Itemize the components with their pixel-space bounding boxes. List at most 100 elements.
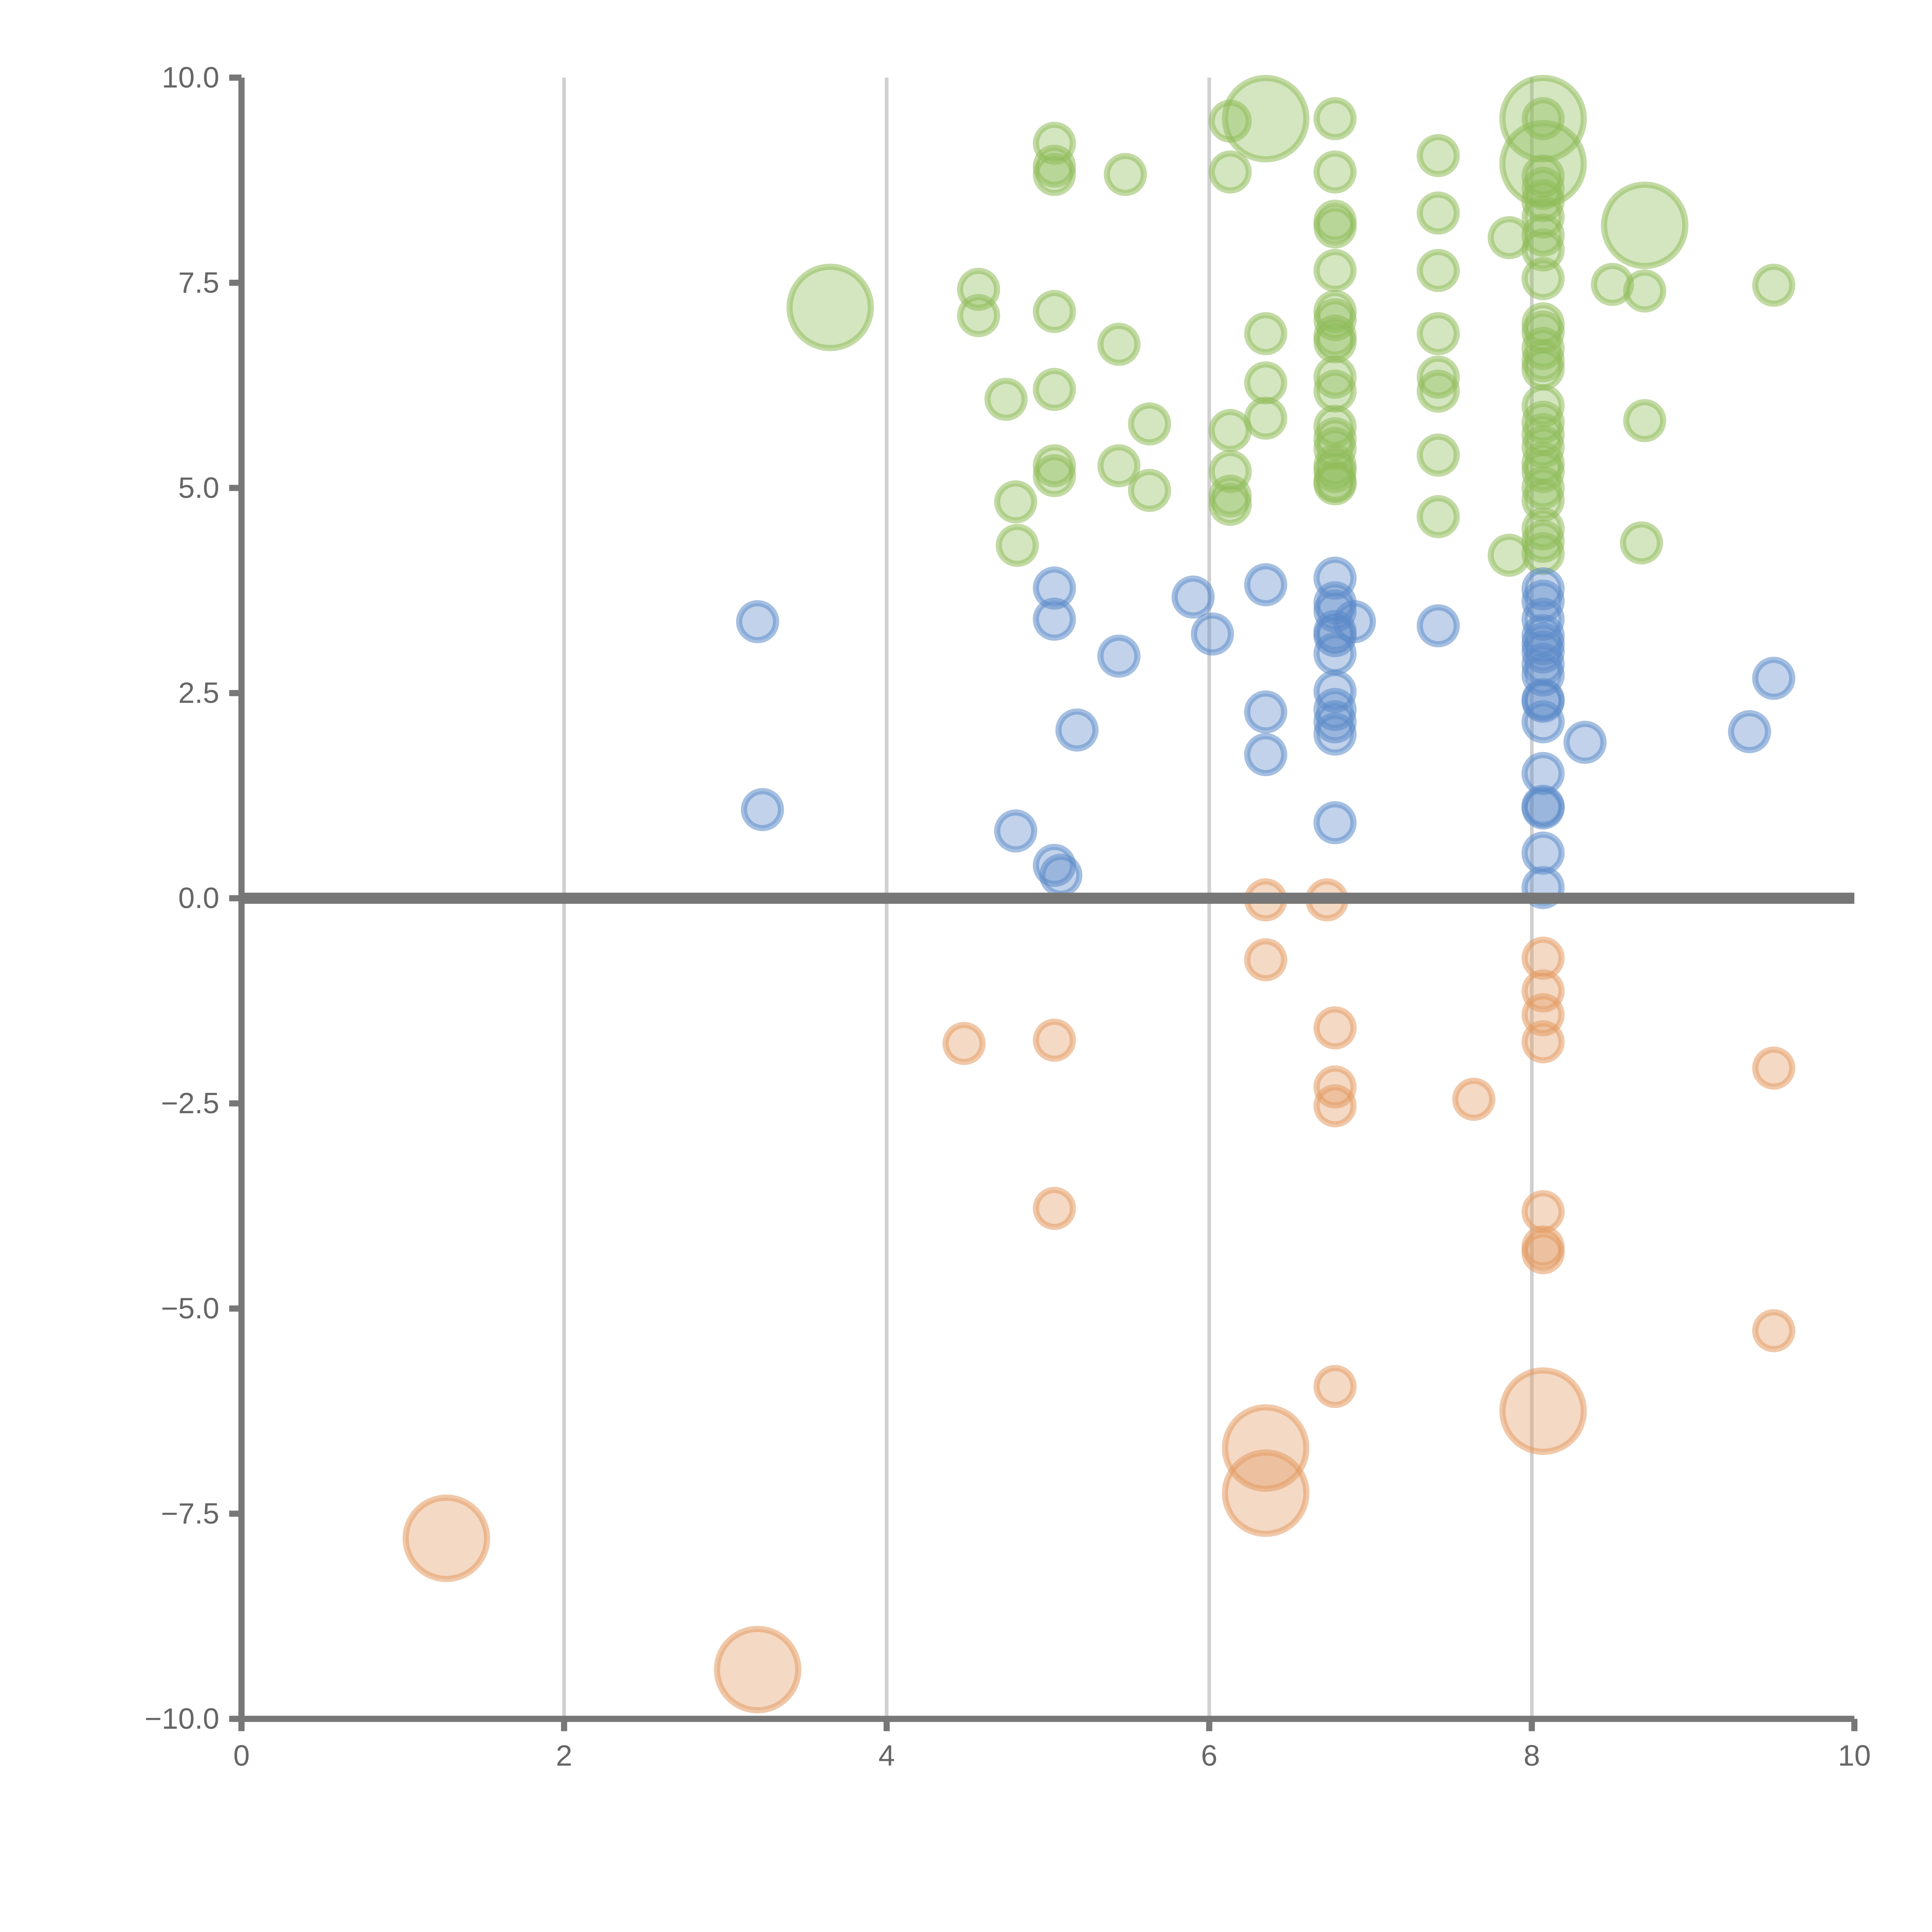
orange-data-point — [1222, 1404, 1310, 1492]
green-data-point — [994, 480, 1037, 524]
green-data-point — [1417, 369, 1460, 413]
y-tick-label: 2.5 — [178, 677, 219, 709]
green-data-point — [1521, 519, 1565, 563]
blue-data-point — [1171, 575, 1215, 619]
green-data-point — [1521, 532, 1565, 575]
green-data-point — [1417, 355, 1460, 399]
green-data-point — [1128, 469, 1171, 512]
green-data-point — [1222, 75, 1310, 163]
orange-data-point — [1752, 1046, 1796, 1090]
green-data-point — [1313, 462, 1357, 505]
green-data-point — [1097, 444, 1141, 488]
blue-data-point — [1191, 612, 1234, 656]
green-data-point — [1591, 263, 1634, 306]
tick-labels: 0 2 4 6 8 10 10.0 7.5 5.0 2.5 0.0 −2.5 −5.0 −7.5 −10.0 — [145, 61, 1871, 1772]
x-tick-label: 10 — [1838, 1740, 1871, 1772]
blue-data-point — [1032, 597, 1076, 641]
y-tick-label: −5.0 — [161, 1292, 219, 1325]
blue-data-point — [1032, 566, 1076, 610]
orange-data-point — [1313, 1365, 1357, 1408]
green-data-point — [1623, 399, 1667, 442]
green-data-point — [1032, 290, 1076, 333]
blue-data-point — [994, 809, 1037, 853]
green-data-point — [1313, 150, 1357, 194]
orange-data-point — [1499, 1367, 1587, 1455]
green-data-point — [1032, 368, 1076, 411]
orange-data-point — [1452, 1078, 1495, 1121]
blue-data-point — [1563, 721, 1607, 764]
orange-data-point — [942, 1022, 986, 1065]
green-data-point — [1208, 150, 1252, 194]
y-tick-label: −10.0 — [145, 1702, 219, 1735]
green-data-point — [1521, 97, 1565, 140]
x-tick-label: 8 — [1524, 1740, 1540, 1772]
green-data-point — [1032, 153, 1076, 196]
blue-data-point — [1244, 690, 1287, 734]
blue-data-point — [1521, 700, 1565, 743]
green-data-point — [1032, 454, 1076, 497]
x-tick-label: 4 — [878, 1740, 895, 1772]
green-data-point — [1417, 249, 1460, 292]
green-data-point — [1313, 97, 1357, 140]
data-points — [402, 75, 1796, 1714]
y-tick-label: 5.0 — [178, 471, 219, 504]
green-data-point — [1244, 396, 1287, 440]
orange-data-point — [1244, 938, 1287, 981]
green-data-point — [1417, 312, 1460, 355]
blue-data-point — [1097, 634, 1141, 678]
y-tick-label: 10.0 — [162, 61, 219, 94]
blue-data-point — [741, 788, 784, 832]
blue-data-point — [736, 600, 779, 643]
green-data-point — [786, 264, 874, 351]
green-data-point — [1313, 320, 1357, 364]
blue-data-point — [1313, 713, 1357, 756]
blue-data-point — [1244, 563, 1287, 607]
green-data-point — [1244, 361, 1287, 405]
green-data-point — [1521, 466, 1565, 510]
blue-data-point — [1055, 708, 1099, 752]
green-data-point — [1244, 312, 1287, 355]
orange-data-point — [1521, 936, 1565, 980]
green-data-point — [1208, 409, 1252, 452]
y-tick-label: 0.0 — [178, 882, 219, 915]
orange-data-point — [402, 1494, 490, 1582]
green-data-point — [1417, 191, 1460, 235]
orange-data-point — [1032, 1019, 1076, 1062]
orange-data-point — [1521, 1020, 1565, 1064]
green-data-point — [1521, 347, 1565, 391]
green-data-point — [1128, 402, 1171, 446]
blue-data-point — [1728, 710, 1771, 753]
blue-data-point — [1039, 854, 1083, 897]
orange-data-point — [1521, 1231, 1565, 1274]
blue-data-point — [1333, 600, 1376, 643]
orange-data-point — [1222, 1449, 1310, 1537]
green-data-point — [1601, 181, 1689, 269]
green-data-point — [1208, 483, 1252, 526]
green-data-point — [1313, 249, 1357, 292]
y-tick-label: 7.5 — [178, 266, 219, 299]
green-data-point — [995, 524, 1039, 567]
green-data-point — [984, 378, 1028, 421]
x-tick-label: 6 — [1201, 1740, 1218, 1772]
green-data-point — [1313, 205, 1357, 249]
green-data-point — [1313, 355, 1357, 399]
green-data-point — [1623, 269, 1667, 313]
blue-data-point — [1521, 567, 1565, 611]
orange-data-point — [1752, 1309, 1796, 1352]
green-data-point — [1313, 369, 1357, 413]
orange-data-point — [1521, 1190, 1565, 1233]
orange-data-point — [1032, 1187, 1076, 1230]
green-data-point — [1521, 213, 1565, 257]
green-data-point — [1752, 264, 1796, 307]
blue-data-point — [1417, 604, 1460, 648]
orange-data-point — [714, 1626, 801, 1714]
green-data-point — [1104, 153, 1147, 196]
green-data-point — [1097, 323, 1141, 366]
green-data-point — [1620, 521, 1663, 565]
blue-data-point — [1244, 733, 1287, 776]
green-data-point — [1417, 134, 1460, 177]
green-data-point — [1417, 495, 1460, 538]
green-data-point — [957, 294, 1000, 337]
green-data-point — [1521, 257, 1565, 301]
